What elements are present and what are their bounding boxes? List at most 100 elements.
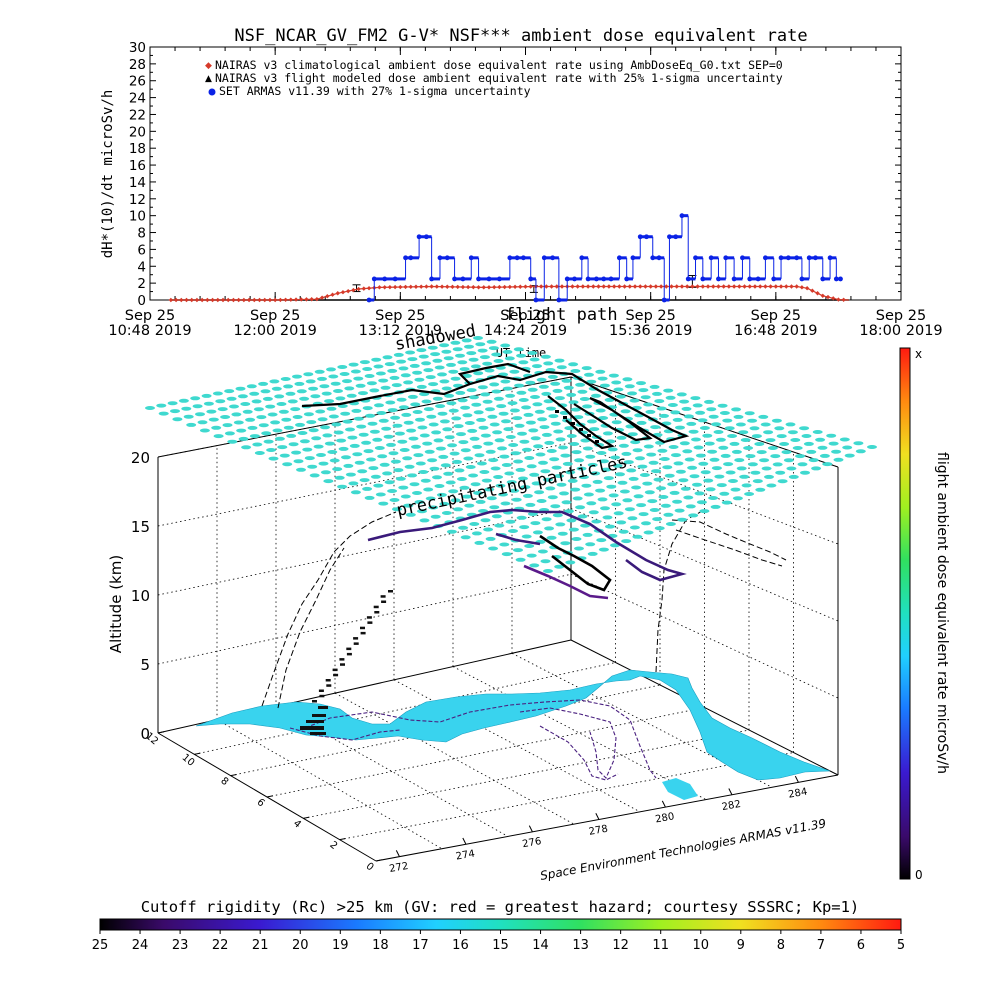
precip-dash (591, 519, 602, 524)
precip-dash (767, 446, 778, 450)
precip-dash (304, 456, 315, 461)
ascent-dot (339, 658, 345, 661)
precip-dash (215, 399, 226, 404)
precip-dash (362, 367, 373, 371)
precip-dash (363, 449, 374, 454)
climatological-point (246, 297, 252, 303)
precip-dash (557, 531, 568, 536)
precip-dash (308, 386, 319, 391)
precip-dash (711, 422, 722, 427)
precip-dash (672, 499, 683, 504)
precip-dash (527, 351, 538, 355)
precip-dash (600, 506, 610, 511)
precip-dash (628, 476, 639, 481)
x-tick-label-date: Sep 25 (250, 308, 300, 324)
precip-dash (563, 509, 574, 514)
precip-dash (448, 408, 459, 413)
precip-dash (751, 434, 762, 439)
climatological-point (653, 284, 659, 289)
precip-dash (549, 457, 560, 462)
armas-point (771, 276, 777, 282)
precip-dash (469, 395, 479, 400)
precip-dash (434, 484, 445, 488)
precip-dash (573, 415, 584, 420)
y-tick-label: 16 (129, 158, 146, 174)
precip-dash (541, 391, 552, 396)
precip-dash (819, 453, 830, 458)
precip-dash (466, 351, 477, 356)
precip-dash (551, 465, 562, 470)
legend-label: NAIRAS v3 flight modeled dose ambient eq… (215, 71, 783, 85)
precip-dash (349, 443, 360, 448)
precip-dash (535, 452, 546, 457)
precip-dash (451, 416, 462, 421)
precip-dash (544, 526, 555, 531)
precip-dash (491, 514, 502, 519)
precip-dash (501, 419, 511, 424)
climatological-point (199, 297, 205, 303)
armas-point (833, 276, 839, 282)
precip-dash (249, 391, 260, 396)
precip-dash (409, 363, 420, 368)
precip-dash (256, 415, 267, 420)
precip-dash (540, 354, 551, 359)
precip-dash (521, 447, 532, 452)
precip-dash (400, 373, 411, 378)
precip-dash (657, 448, 668, 453)
precip-dash (287, 399, 298, 404)
precip-dash (408, 436, 419, 441)
precip-dash (326, 367, 336, 372)
floor-gridline (303, 729, 750, 819)
precip-dash (556, 365, 567, 370)
climatological-point (794, 284, 799, 289)
precip-dash (377, 454, 388, 459)
precip-dash (629, 398, 640, 403)
climatological-point (471, 284, 476, 290)
precip-dash (358, 432, 369, 437)
precip-dash (532, 530, 543, 535)
precip-dash (439, 419, 450, 424)
precip-dash (252, 442, 263, 447)
armas-point (747, 276, 753, 282)
precip-dash (640, 395, 651, 400)
precip-dash (765, 438, 776, 443)
precip-dash (536, 499, 547, 503)
precip-dash (362, 406, 373, 411)
rigidity-tick-label: 21 (252, 938, 269, 953)
precip-dash (419, 433, 430, 438)
precip-dash (448, 489, 459, 494)
precip-dash (565, 560, 576, 565)
precip-dash (316, 453, 326, 457)
precip-dash (644, 490, 655, 495)
cutoff-rigidity-colorbar: Cutoff rigidity (Rc) >25 km (GV: red = g… (92, 898, 905, 953)
climatological-point (236, 297, 241, 303)
precip-dash (474, 540, 485, 545)
precip-dash (643, 402, 654, 407)
precip-dash (220, 415, 231, 419)
precip-dash (381, 426, 392, 431)
armas-point (755, 276, 761, 282)
precip-dash (405, 350, 416, 355)
precip-dash (504, 356, 515, 361)
precip-dash (597, 497, 608, 502)
precip-dash (288, 442, 299, 447)
precip-dash (842, 445, 853, 450)
precip-dash (562, 461, 573, 466)
3d-x-axis: 272 274 276 278 280 282 284 (389, 775, 808, 875)
climatological-point (392, 284, 398, 290)
armas-point (740, 255, 745, 261)
precip-dash (597, 376, 608, 381)
precip-dash (420, 478, 431, 483)
precip-dash (761, 466, 772, 471)
precip-dash (317, 417, 328, 422)
precip-dash (237, 394, 248, 399)
x3d-tick-mark (794, 775, 799, 783)
climatological-point (179, 297, 184, 303)
x3d-tick-mark (528, 825, 533, 832)
precip-dash (561, 500, 572, 505)
precip-dash (479, 470, 490, 474)
climatological-point (763, 284, 768, 289)
precip-dash (577, 389, 588, 394)
precip-dash (302, 447, 313, 452)
precip-dash (758, 414, 769, 419)
